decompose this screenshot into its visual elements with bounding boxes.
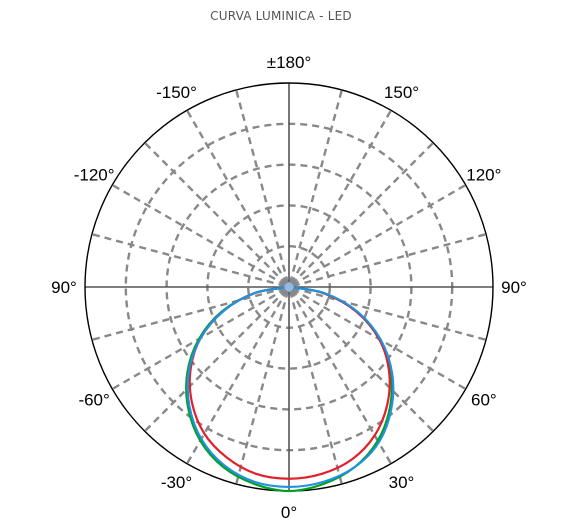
grid-spoke	[289, 289, 393, 465]
grid-spoke	[235, 290, 290, 485]
angle-label: -30°	[161, 473, 192, 492]
angle-label: 90°	[51, 278, 77, 297]
grid-spoke	[288, 89, 343, 284]
grid-spoke	[292, 286, 487, 341]
grid-spoke	[291, 183, 467, 287]
angle-label: -60°	[78, 391, 109, 410]
angle-label: -150°	[156, 83, 197, 102]
grid-spoke	[292, 233, 487, 288]
angle-label: 30°	[389, 473, 415, 492]
grid-spoke	[290, 288, 435, 433]
angle-label: 150°	[384, 83, 419, 102]
grid-spoke	[288, 290, 343, 485]
angle-label: -120°	[74, 166, 115, 185]
angle-label: ±180°	[267, 53, 312, 72]
grid-spoke	[185, 289, 289, 465]
angle-label: 60°	[471, 391, 497, 410]
grid-spoke	[290, 141, 435, 286]
grid-spoke	[111, 183, 287, 287]
chart-title: CURVA LUMINICA - LED	[210, 9, 352, 23]
grid-spoke	[91, 286, 286, 341]
grid-spoke	[235, 89, 290, 284]
grid-spoke	[289, 109, 393, 285]
grid-spoke	[185, 109, 289, 285]
angle-label: 120°	[466, 166, 501, 185]
angle-label: 90°	[501, 278, 527, 297]
angle-label: 0°	[281, 503, 297, 522]
grid-spoke	[143, 141, 288, 286]
grid-spoke	[143, 288, 288, 433]
series-line-3	[186, 285, 395, 489]
grid-spoke	[91, 233, 286, 288]
center-marker	[283, 281, 295, 293]
